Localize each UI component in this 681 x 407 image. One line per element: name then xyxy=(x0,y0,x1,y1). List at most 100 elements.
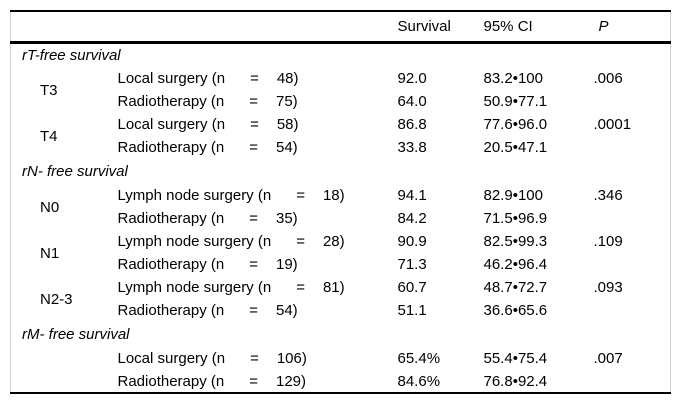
treatment-cell: Lymph node surgery (n = 81) xyxy=(118,276,398,299)
p-value xyxy=(594,136,671,159)
header-survival: Survival xyxy=(397,17,451,35)
section-row-rn: rN- free survival xyxy=(11,159,671,184)
ci-value: 50.9•77.1 xyxy=(483,93,548,110)
ci-value: 55.4•75.4 xyxy=(483,350,548,367)
table-row: N1 Lymph node surgery (n = 28) 90.9 82.5•9… xyxy=(11,230,671,261)
equals-sign: = xyxy=(249,139,258,156)
n-value: 18) xyxy=(322,187,345,204)
table-row: Radiotherapy (n = 129) 84.6% 76.8•92.4 xyxy=(11,370,671,393)
ci-value: 46.2•96.4 xyxy=(483,256,548,273)
header-p: P xyxy=(598,17,609,35)
table-row: N0 Lymph node surgery (n = 18) 94.1 82.9•1… xyxy=(11,184,671,215)
treatment-label: Local surgery (n xyxy=(117,70,226,87)
table-row: Radiotherapy (n = 75) 64.0 50.9•77.1 xyxy=(11,90,671,113)
table-row: T4 Local surgery (n = 58) 86.8 77.6•96.0 .… xyxy=(11,113,671,144)
p-value: .109 xyxy=(593,233,623,250)
survival-value: 60.7 xyxy=(397,279,427,296)
equals-sign: = xyxy=(250,70,259,87)
n-value: 54) xyxy=(276,302,298,319)
group-label-n2-3: N2-3 xyxy=(40,290,73,308)
n-value: 81) xyxy=(322,279,345,296)
equals-sign: = xyxy=(249,256,258,273)
treatment-cell: Radiotherapy (n = 75) xyxy=(118,90,398,113)
group-label-empty xyxy=(11,347,118,393)
section-title: rT-free survival xyxy=(22,46,121,64)
ci-value: 77.6•96.0 xyxy=(483,116,548,133)
survival-value: 86.8 xyxy=(397,116,427,133)
survival-value: 64.0 xyxy=(397,93,427,110)
p-value xyxy=(594,253,671,276)
treatment-label: Local surgery (n xyxy=(117,116,226,133)
ci-value: 48.7•72.7 xyxy=(483,279,548,296)
treatment-label: Radiotherapy (n xyxy=(117,93,225,110)
survival-value: 90.9 xyxy=(397,233,427,250)
n-value: 75) xyxy=(276,93,298,110)
ci-value: 83.2•100 xyxy=(483,70,543,87)
survival-results-table: Survival 95% CI P rT-free survival T3 Lo… xyxy=(10,10,671,394)
treatment-label: Lymph node surgery (n xyxy=(117,233,272,250)
p-value xyxy=(594,299,671,322)
equals-sign: = xyxy=(250,350,259,367)
treatment-cell: Radiotherapy (n = 19) xyxy=(118,253,398,276)
ci-value: 82.5•99.3 xyxy=(483,233,548,250)
header-spacer-group xyxy=(11,11,118,42)
ci-value: 20.5•47.1 xyxy=(483,139,548,156)
equals-sign: = xyxy=(250,116,259,133)
table-row: Radiotherapy (n = 54) 51.1 36.6•65.6 xyxy=(11,299,671,322)
survival-value: 84.6% xyxy=(397,372,441,390)
equals-sign: = xyxy=(249,372,258,390)
table-row: N2-3 Lymph node surgery (n = 81) 60.7 48.7… xyxy=(11,276,671,307)
treatment-label: Radiotherapy (n xyxy=(117,372,225,390)
survival-value: 51.1 xyxy=(397,302,427,319)
n-value: 28) xyxy=(322,233,345,250)
n-value: 54) xyxy=(276,139,298,156)
ci-value: 82.9•100 xyxy=(483,187,543,204)
header-ci: 95% CI xyxy=(483,17,533,35)
equals-sign: = xyxy=(296,187,305,204)
table-row: Local surgery (n = 106) 65.4% 55.4•75.4 .0… xyxy=(11,347,671,370)
section-row-rt: rT-free survival xyxy=(11,42,671,67)
table-row: Radiotherapy (n = 54) 33.8 20.5•47.1 xyxy=(11,136,671,159)
p-value xyxy=(594,370,671,393)
p-value xyxy=(594,207,671,230)
treatment-cell: Local surgery (n = 106) xyxy=(118,347,398,370)
p-value: .093 xyxy=(593,279,623,296)
p-value: .007 xyxy=(593,350,623,367)
treatment-cell: Lymph node surgery (n = 28) xyxy=(118,230,398,253)
equals-sign: = xyxy=(249,302,258,319)
survival-value: 94.1 xyxy=(397,187,427,204)
p-value: .346 xyxy=(593,187,623,204)
section-title: rN- free survival xyxy=(22,163,128,180)
equals-sign: = xyxy=(249,210,258,227)
ci-value: 76.8•92.4 xyxy=(483,372,548,390)
group-label-t4: T4 xyxy=(40,127,58,145)
treatment-cell: Radiotherapy (n = 35) xyxy=(118,207,398,230)
header-spacer-treatment xyxy=(118,11,398,42)
treatment-cell: Radiotherapy (n = 54) xyxy=(118,299,398,322)
treatment-cell: Radiotherapy (n = 54) xyxy=(118,136,398,159)
treatment-label: Radiotherapy (n xyxy=(117,139,225,156)
ci-value: 71.5•96.9 xyxy=(483,210,548,227)
n-value: 48) xyxy=(276,70,299,87)
treatment-label: Lymph node surgery (n xyxy=(117,279,272,296)
table-row: T3 Local surgery (n = 48) 92.0 83.2•100 .0… xyxy=(11,67,671,98)
treatment-cell: Lymph node surgery (n = 18) xyxy=(118,184,398,207)
section-title: rM- free survival xyxy=(22,326,130,343)
table-row: Radiotherapy (n = 35) 84.2 71.5•96.9 xyxy=(11,207,671,230)
equals-sign: = xyxy=(296,233,305,250)
survival-value: 65.4% xyxy=(397,350,441,367)
treatment-label: Local surgery (n xyxy=(117,350,226,367)
treatment-label: Radiotherapy (n xyxy=(117,210,225,227)
p-value: .0001 xyxy=(593,116,632,133)
treatment-cell: Local surgery (n = 58) xyxy=(118,113,398,136)
n-value: 35) xyxy=(276,210,298,227)
equals-sign: = xyxy=(296,279,305,296)
table-header-row: Survival 95% CI P xyxy=(10,11,671,42)
survival-value: 92.0 xyxy=(397,70,427,87)
treatment-cell: Radiotherapy (n = 129) xyxy=(118,370,398,393)
n-value: 106) xyxy=(276,350,307,367)
survival-value: 84.2 xyxy=(397,210,427,227)
n-value: 129) xyxy=(276,372,307,390)
treatment-cell: Local surgery (n = 48) xyxy=(118,67,398,90)
